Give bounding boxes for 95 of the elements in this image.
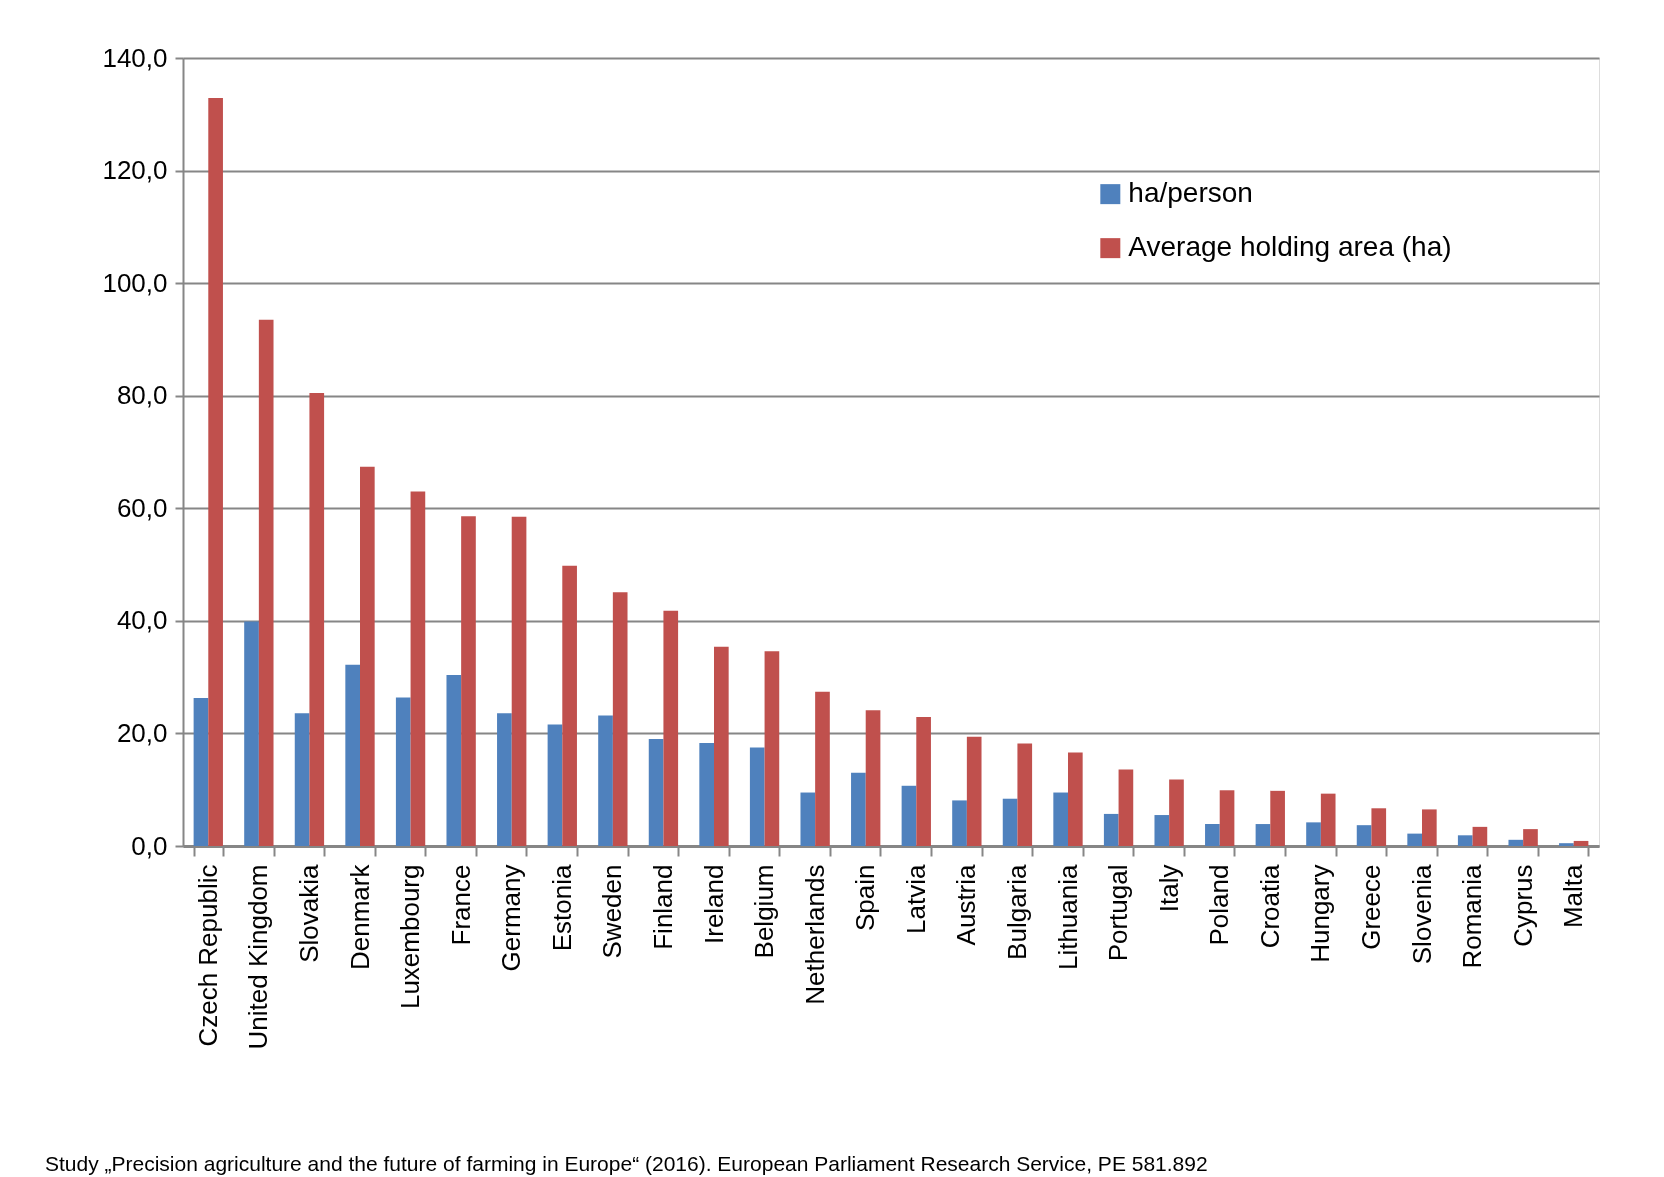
bar: [714, 646, 729, 846]
bar: [497, 713, 512, 846]
x-tick-label: Croatia: [1254, 863, 1285, 949]
bar: [800, 792, 816, 846]
y-tick-label: 120,0: [102, 155, 168, 186]
x-tick-label: Lithuania: [1052, 863, 1083, 971]
bar: [511, 516, 527, 846]
y-tick-label: 100,0: [102, 267, 168, 298]
bar: [1306, 822, 1321, 846]
bar: [916, 717, 931, 846]
bar: [1270, 790, 1285, 846]
x-tick-label: Luxembourg: [395, 864, 426, 1010]
bar: [1320, 793, 1336, 846]
bar: [294, 713, 310, 846]
x-tick-label: Italy: [1153, 864, 1184, 913]
bar: [547, 724, 563, 846]
x-tick-label: Netherlands: [799, 864, 830, 1005]
bar: [815, 691, 830, 846]
bar: [1407, 833, 1422, 846]
bar: [1154, 815, 1170, 846]
x-tick-label: Slovenia: [1406, 863, 1437, 965]
x-tick-label: Germany: [496, 864, 527, 972]
bar: [1169, 779, 1184, 846]
bar: [1205, 824, 1220, 846]
bar: [258, 319, 274, 846]
bar: [1103, 813, 1119, 846]
bar: [1255, 824, 1271, 846]
x-tick-label: France: [445, 864, 476, 946]
bar: [1017, 743, 1033, 846]
bar: [244, 621, 259, 846]
x-tick-label: Denmark: [344, 863, 375, 970]
bar: [612, 592, 628, 846]
x-tick-label: Slovakia: [293, 863, 324, 963]
bar: [1472, 826, 1488, 846]
x-tick-label: Poland: [1204, 864, 1235, 946]
bar: [851, 772, 866, 846]
text: Study „Precision agriculture and the future of farming in Europe“ (2016). European Parliament Research Service, PE 581.892: [45, 1152, 1208, 1175]
legend-label: Average holding area (ha): [1128, 231, 1452, 263]
bar: [749, 747, 765, 846]
x-tick-label: Bulgaria: [1001, 863, 1032, 960]
bar: [309, 392, 325, 846]
x-tick-label: Spain: [850, 864, 881, 931]
bar: [966, 736, 982, 846]
bar: [1371, 808, 1387, 846]
y-tick-label: 140,0: [102, 42, 168, 73]
bar: [865, 710, 881, 846]
bar: [1559, 843, 1574, 846]
bar: [764, 651, 780, 846]
bar: [648, 739, 664, 846]
bar: [952, 800, 967, 846]
legend-label: ha/person: [1128, 177, 1253, 209]
x-tick-label: Czech Republic: [192, 864, 223, 1047]
y-tick-label: 40,0: [116, 605, 168, 636]
bar: [395, 697, 411, 846]
bar: [1457, 835, 1473, 846]
y-tick-label: 60,0: [116, 492, 168, 523]
bar: [1053, 792, 1068, 846]
bar: [1068, 752, 1083, 846]
bar: [699, 743, 714, 846]
x-tick-label: Latvia: [900, 863, 931, 934]
bar: [1118, 769, 1134, 846]
bar: [1356, 825, 1372, 846]
x-tick-label: Greece: [1355, 864, 1386, 950]
x-tick-label: Belgium: [749, 864, 780, 959]
bar: [360, 466, 375, 846]
bar: [562, 565, 577, 846]
y-tick-label: 0,0: [131, 830, 168, 861]
x-tick-label: United Kingdom: [243, 864, 274, 1050]
x-tick-label: Cyprus: [1507, 864, 1538, 947]
x-tick-label: Estonia: [546, 863, 577, 952]
bar: [410, 491, 426, 846]
bar: [1508, 839, 1524, 846]
bar: [901, 785, 917, 846]
x-tick-label: Malta: [1558, 863, 1589, 929]
y-tick-label: 80,0: [116, 380, 168, 411]
bar: [1219, 790, 1235, 846]
bar: [208, 97, 223, 846]
bar: [446, 674, 462, 846]
bar: [461, 516, 476, 846]
bar: [1002, 798, 1018, 846]
bar: [663, 610, 679, 846]
bar: [345, 664, 360, 846]
x-tick-label: Ireland: [698, 864, 729, 944]
x-tick-label: Austria: [951, 863, 982, 946]
bar: [598, 715, 613, 846]
bar: [1422, 809, 1437, 846]
bar: [1523, 829, 1538, 846]
x-tick-label: Sweden: [597, 864, 628, 959]
bar: [193, 697, 209, 846]
bar: [1573, 840, 1589, 846]
x-tick-label: Portugal: [1103, 864, 1134, 962]
x-tick-label: Finland: [647, 864, 678, 950]
y-tick-label: 20,0: [116, 717, 168, 748]
x-tick-label: Hungary: [1305, 864, 1336, 963]
x-tick-label: Romania: [1457, 863, 1488, 969]
